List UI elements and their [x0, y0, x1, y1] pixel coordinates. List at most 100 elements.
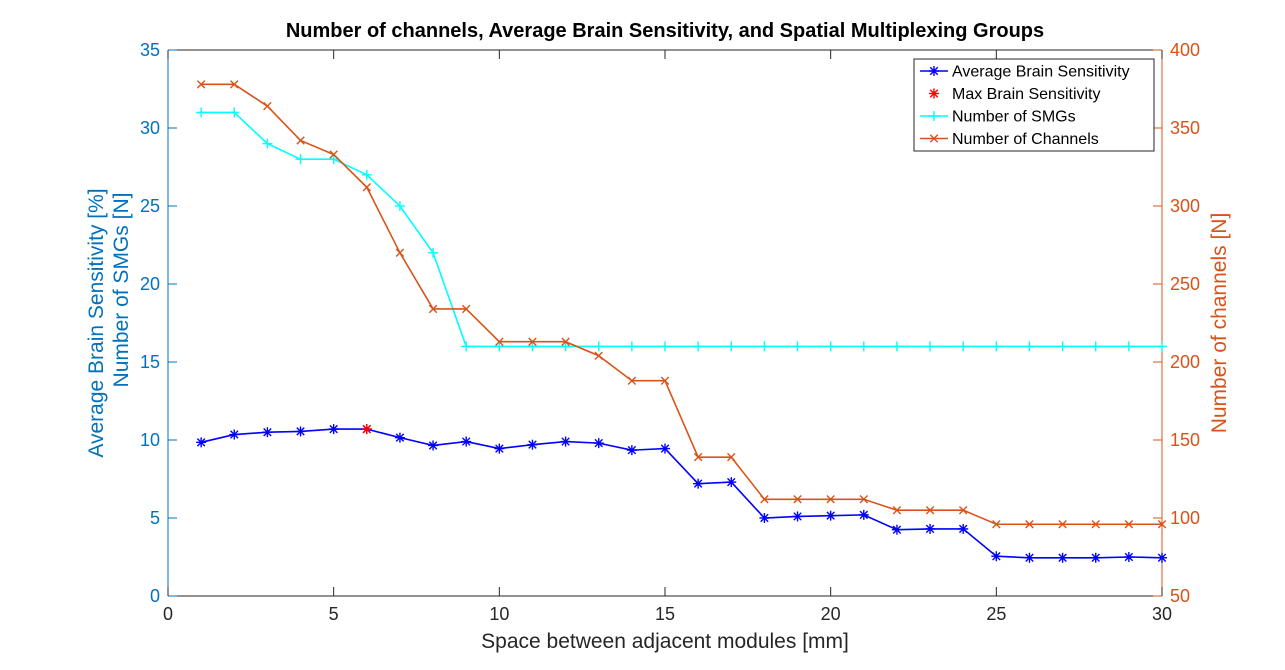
marker-stroke	[925, 524, 935, 534]
data-point-number-of-channels	[925, 505, 935, 515]
data-point-number-of-channels	[627, 376, 637, 385]
marker-stroke	[1157, 519, 1167, 529]
series-line-average-brain-sensitivity	[200, 428, 1163, 559]
data-point-average-brain-sensitivity	[660, 443, 670, 454]
marker-stroke	[461, 304, 471, 314]
x-tick-label: 25	[986, 604, 1006, 624]
marker-stroke	[196, 438, 206, 447]
data-point-number-of-smgs	[1057, 341, 1068, 352]
data-point-number-of-channels	[892, 505, 902, 515]
legend-label: Number of Channels	[952, 131, 1099, 148]
marker-stroke	[992, 551, 1001, 561]
marker-stroke	[929, 89, 939, 98]
marker-stroke	[793, 512, 802, 521]
data-point-number-of-smgs	[991, 341, 1002, 352]
data-point-average-brain-sensitivity	[527, 439, 538, 450]
left-tick-label: 30	[140, 118, 160, 138]
data-point-number-of-channels	[793, 495, 802, 504]
marker-stroke	[395, 248, 405, 258]
left-tick-label: 25	[140, 196, 160, 216]
marker-stroke	[1058, 553, 1067, 563]
legend-item-number-of-smgs: Number of SMGs	[920, 109, 1076, 126]
left-axis-label-2: Number of SMGs [N]	[110, 193, 133, 388]
data-point-max-brain-sensitivity	[361, 424, 372, 435]
data-point-number-of-smgs	[527, 341, 538, 352]
marker-stroke	[992, 519, 1001, 529]
data-point-number-of-smgs	[825, 341, 836, 352]
data-point-number-of-smgs	[229, 107, 240, 118]
data-point-number-of-channels	[693, 452, 703, 462]
data-point-number-of-smgs	[361, 169, 372, 180]
data-point-number-of-channels	[329, 150, 338, 159]
marker-stroke	[793, 495, 802, 504]
legend-marker	[929, 134, 939, 143]
marker-stroke	[1124, 519, 1134, 529]
right-tick-label: 250	[1170, 274, 1200, 294]
data-point-average-brain-sensitivity	[394, 432, 405, 443]
marker-stroke	[693, 452, 703, 462]
right-tick-label: 100	[1170, 508, 1200, 528]
data-point-average-brain-sensitivity	[726, 477, 737, 488]
data-point-number-of-channels	[826, 495, 835, 504]
legend-marker	[929, 88, 939, 99]
data-point-average-brain-sensitivity	[693, 478, 704, 489]
data-point-number-of-smgs	[328, 154, 339, 165]
data-point-number-of-smgs	[394, 201, 405, 211]
marker-stroke	[329, 424, 338, 434]
data-point-number-of-smgs	[1157, 341, 1167, 352]
data-point-average-brain-sensitivity	[295, 426, 306, 437]
data-point-number-of-channels	[760, 495, 769, 504]
data-point-average-brain-sensitivity	[560, 436, 571, 447]
data-point-average-brain-sensitivity	[262, 427, 273, 438]
marker-stroke	[760, 513, 769, 523]
data-point-number-of-channels	[859, 495, 869, 504]
marker-stroke	[528, 440, 537, 449]
series-number-of-smgs	[196, 107, 1167, 352]
marker-stroke	[1091, 519, 1100, 529]
marker-stroke	[859, 495, 869, 504]
data-point-number-of-smgs	[494, 341, 505, 352]
x-tick-label: 0	[163, 604, 173, 624]
marker-stroke	[296, 427, 305, 436]
left-tick-label: 15	[140, 352, 160, 372]
legend-item-max-brain-sensitivity: Max Brain Sensitivity	[929, 86, 1101, 103]
data-point-average-brain-sensitivity	[494, 443, 505, 454]
right-tick-label: 50	[1170, 586, 1190, 606]
marker-stroke	[627, 376, 637, 385]
data-point-average-brain-sensitivity	[1157, 552, 1167, 563]
data-point-average-brain-sensitivity	[858, 509, 869, 520]
marker-stroke	[929, 66, 939, 76]
left-tick-label: 10	[140, 430, 160, 450]
marker-stroke	[395, 433, 405, 442]
data-point-number-of-channels	[495, 337, 504, 346]
right-tick-label: 400	[1170, 40, 1200, 60]
marker-stroke	[263, 101, 272, 111]
marker-stroke	[428, 441, 438, 450]
marker-stroke	[859, 510, 869, 520]
marker-stroke	[660, 444, 670, 453]
right-axis-label: Number of channels [N]	[1208, 213, 1231, 434]
marker-stroke	[362, 183, 372, 192]
left-tick-label: 35	[140, 40, 160, 60]
marker-stroke	[727, 452, 736, 462]
data-point-number-of-smgs	[593, 341, 604, 352]
marker-stroke	[296, 136, 305, 145]
data-point-number-of-channels	[992, 519, 1001, 529]
series-average-brain-sensitivity	[196, 424, 1167, 563]
data-point-number-of-channels	[362, 183, 372, 192]
data-point-number-of-smgs	[958, 341, 969, 352]
data-point-average-brain-sensitivity	[626, 445, 637, 456]
data-point-number-of-channels	[263, 101, 272, 111]
legend: Average Brain Sensitivity Max Brain Sensi…	[913, 58, 1155, 152]
chart-title: Number of channels, Average Brain Sensit…	[286, 20, 1044, 42]
data-point-average-brain-sensitivity	[428, 440, 439, 451]
legend-box	[913, 58, 1155, 152]
data-point-average-brain-sensitivity	[891, 524, 902, 535]
data-point-number-of-smgs	[925, 341, 936, 352]
marker-stroke	[958, 524, 968, 534]
right-tick-label: 350	[1170, 118, 1200, 138]
data-point-number-of-channels	[561, 337, 570, 346]
data-point-number-of-smgs	[858, 341, 869, 352]
x-tick-label: 10	[489, 604, 509, 624]
